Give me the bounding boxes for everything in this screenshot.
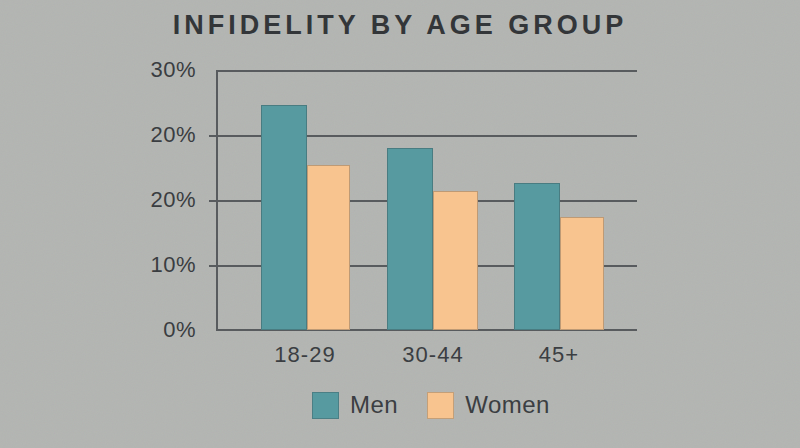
bar-women-45plus bbox=[560, 217, 604, 330]
bar-women-30-44 bbox=[433, 191, 478, 330]
legend-label-men: Men bbox=[350, 391, 398, 419]
bar-men-45plus bbox=[514, 183, 560, 330]
x-tick-label-45plus: 45+ bbox=[494, 342, 624, 368]
y-tick-label: 20% bbox=[86, 188, 196, 212]
legend: Men Women bbox=[312, 391, 550, 419]
y-tick-label: 30% bbox=[86, 58, 196, 82]
y-axis-tick bbox=[209, 200, 216, 202]
plot-area bbox=[217, 70, 637, 330]
y-axis-tick bbox=[209, 265, 216, 267]
men-color-swatch bbox=[312, 392, 339, 419]
bar-women-18-29 bbox=[307, 165, 350, 330]
chart-canvas: INFIDELITY BY AGE GROUP 30% 20% 20% 10% … bbox=[0, 0, 800, 448]
y-tick-label: 20% bbox=[86, 123, 196, 147]
legend-item-men: Men bbox=[312, 391, 398, 419]
x-tick-label-30-44: 30-44 bbox=[368, 342, 498, 368]
bars-layer bbox=[217, 70, 637, 330]
women-color-swatch bbox=[427, 392, 454, 419]
legend-label-women: Women bbox=[465, 391, 550, 419]
legend-item-women: Women bbox=[427, 391, 550, 419]
y-tick-label: 10% bbox=[86, 253, 196, 277]
bar-men-30-44 bbox=[387, 148, 433, 330]
bar-men-18-29 bbox=[261, 105, 307, 330]
y-axis-tick bbox=[209, 135, 216, 137]
y-tick-label: 0% bbox=[86, 318, 196, 342]
x-tick-label-18-29: 18-29 bbox=[240, 342, 370, 368]
chart-title: INFIDELITY BY AGE GROUP bbox=[0, 10, 800, 41]
